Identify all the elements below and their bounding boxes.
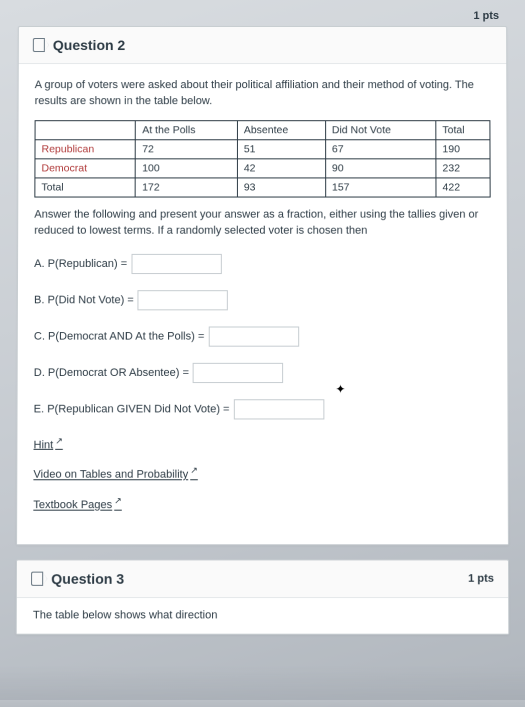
- video-link[interactable]: Video on Tables and Probability↗: [33, 465, 197, 481]
- table-header: Did Not Vote: [325, 121, 436, 140]
- table-header: [35, 121, 136, 140]
- table-cell: 90: [325, 159, 436, 178]
- table-cell: 172: [136, 178, 238, 197]
- table-row: Republican 72 51 67 190: [35, 140, 490, 159]
- question-header: Question 2: [19, 27, 506, 64]
- row-label: Republican: [35, 140, 136, 159]
- question-title: Question 3: [51, 570, 124, 586]
- table-cell: 232: [436, 159, 490, 178]
- table-cell: 93: [237, 178, 325, 197]
- part-d-row: D. P(Democrat OR Absentee) =: [34, 363, 492, 383]
- part-a-row: A. P(Republican) =: [34, 254, 491, 274]
- external-icon: ↗: [55, 435, 63, 445]
- table-cell: 190: [436, 140, 490, 159]
- flag-icon[interactable]: [31, 571, 43, 585]
- question-3-card: Question 3 1 pts The table below shows w…: [16, 559, 510, 635]
- fade-overlay: [0, 666, 525, 707]
- table-row: Total 172 93 157 422: [35, 178, 490, 197]
- part-b-label: B. P(Did Not Vote) =: [34, 294, 134, 306]
- part-b-input[interactable]: [138, 290, 228, 310]
- table-cell: 42: [237, 159, 325, 178]
- row-label: Total: [35, 178, 136, 197]
- table-header: Total: [436, 121, 490, 140]
- flag-icon[interactable]: [33, 38, 45, 52]
- table-row: Democrat 100 42 90 232: [35, 159, 490, 178]
- table-cell: 72: [136, 140, 238, 159]
- part-d-label: D. P(Democrat OR Absentee) =: [34, 367, 189, 379]
- data-table: At the Polls Absentee Did Not Vote Total…: [34, 120, 490, 197]
- question-2-card: Question 2 A group of voters were asked …: [16, 26, 509, 545]
- external-icon: ↗: [190, 465, 198, 475]
- table-header: Absentee: [237, 121, 325, 140]
- points-label: 1 pts: [18, 10, 507, 22]
- part-e-input[interactable]: [234, 399, 325, 419]
- part-e-row: E. P(Republican GIVEN Did Not Vote) =: [34, 399, 492, 419]
- answer-instruction: Answer the following and present your an…: [34, 207, 491, 239]
- part-b-row: B. P(Did Not Vote) =: [34, 290, 491, 310]
- part-e-label: E. P(Republican GIVEN Did Not Vote) =: [34, 403, 230, 415]
- part-c-label: C. P(Democrat AND At the Polls) =: [34, 330, 204, 342]
- table-cell: 51: [237, 140, 325, 159]
- question-prompt-partial: The table below shows what direction: [33, 609, 217, 621]
- question-title: Question 2: [53, 37, 125, 53]
- question-prompt: A group of voters were asked about their…: [35, 78, 491, 110]
- help-links: Hint↗ Video on Tables and Probability↗ T…: [33, 435, 491, 519]
- row-label: Democrat: [35, 159, 136, 178]
- part-c-row: C. P(Democrat AND At the Polls) =: [34, 326, 491, 346]
- textbook-link[interactable]: Textbook Pages↗: [33, 496, 122, 512]
- question-header: Question 3 1 pts: [17, 560, 508, 598]
- part-a-label: A. P(Republican) =: [34, 258, 127, 270]
- points-label: 1 pts: [468, 572, 494, 584]
- table-cell: 157: [325, 178, 436, 197]
- table-header: At the Polls: [136, 121, 238, 140]
- table-header-row: At the Polls Absentee Did Not Vote Total: [35, 121, 490, 140]
- part-c-input[interactable]: [208, 326, 298, 346]
- table-cell: 100: [136, 159, 238, 178]
- table-cell: 422: [436, 178, 490, 197]
- part-d-input[interactable]: [193, 363, 284, 383]
- table-cell: 67: [325, 140, 436, 159]
- hint-link[interactable]: Hint↗: [34, 435, 63, 451]
- external-icon: ↗: [114, 496, 122, 506]
- part-a-input[interactable]: [131, 254, 221, 274]
